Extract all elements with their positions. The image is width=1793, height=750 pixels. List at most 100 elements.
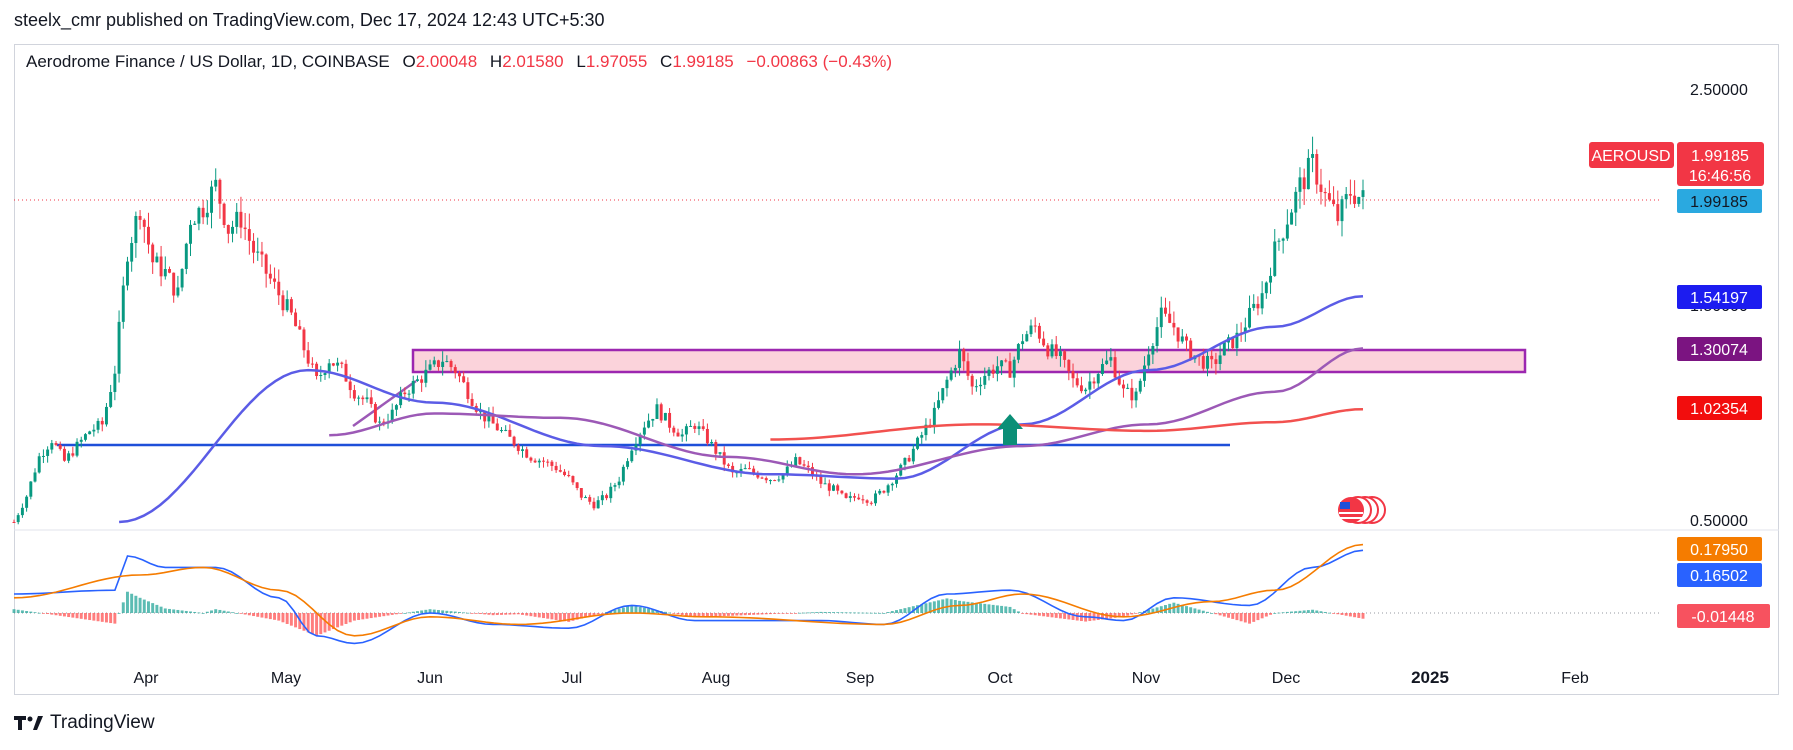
- candle-body: [424, 369, 428, 383]
- macd-hist-bar: [33, 612, 37, 614]
- macd-hist-bar: [369, 613, 373, 619]
- candle-body: [121, 285, 125, 322]
- macd-hist-bar: [516, 613, 520, 615]
- macd-hist-bar: [487, 613, 491, 615]
- time-tick-may: May: [271, 670, 301, 687]
- candle-body: [369, 397, 373, 404]
- macd-hist-bar: [319, 613, 323, 635]
- macd-hist-bar: [785, 613, 789, 614]
- candle-body: [256, 251, 260, 253]
- candle-body: [1054, 344, 1058, 357]
- macd-hist-bar: [798, 612, 802, 614]
- candle-body: [117, 321, 121, 374]
- buy-arrow-icon[interactable]: [997, 414, 1023, 445]
- candle-body: [205, 212, 209, 218]
- candle-body: [1067, 359, 1071, 372]
- last-price-text: 1.99185: [1691, 148, 1749, 165]
- candle-body: [605, 495, 609, 499]
- macd-line-text: 0.16502: [1690, 568, 1748, 585]
- candle-body: [869, 502, 873, 504]
- trend-line[interactable]: [352, 379, 417, 428]
- candle-body: [1201, 356, 1205, 369]
- macd-hist-bar: [979, 603, 983, 613]
- macd-hist-bar: [853, 612, 856, 614]
- ohlc-legend: Aerodrome Finance / US Dollar, 1D, COINB…: [26, 52, 892, 72]
- macd-hist-bar: [142, 599, 146, 613]
- signal-line: [13, 543, 1364, 637]
- candle-body: [1134, 391, 1138, 401]
- macd-hist-bar: [1176, 603, 1180, 613]
- candle-body: [714, 442, 718, 454]
- macd-hist-bar: [1096, 613, 1100, 620]
- candle-body: [773, 480, 777, 482]
- macd-hist-bar: [874, 612, 877, 614]
- open-label: O: [402, 52, 416, 71]
- macd-hist-bar: [285, 613, 289, 624]
- candle-body: [1117, 377, 1121, 385]
- candle-body: [1306, 157, 1310, 190]
- candle-body: [294, 312, 298, 327]
- candle-body: [310, 363, 314, 365]
- macd-hist-bar: [600, 613, 604, 614]
- macd-hist-bar: [588, 613, 592, 617]
- candle-body: [756, 473, 760, 478]
- time-tick-sep: Sep: [846, 670, 875, 687]
- macd-hist-bar: [239, 613, 243, 614]
- ticker-badge: AEROUSD: [1589, 142, 1674, 168]
- candle-body: [491, 414, 495, 424]
- candle-body: [1340, 199, 1344, 222]
- candle-body: [1222, 342, 1226, 356]
- symbol-title[interactable]: Aerodrome Finance / US Dollar, 1D, COINB…: [26, 52, 390, 71]
- candle-body: [1142, 365, 1146, 381]
- macd-hist-bar: [1218, 613, 1222, 616]
- macd-hist-bar: [121, 602, 125, 613]
- candle-body: [794, 457, 798, 466]
- candle-body: [71, 453, 75, 456]
- price-tick-bottom: 0.50000: [1690, 513, 1748, 530]
- macd-hist-bar: [752, 613, 756, 615]
- us-flag-icon[interactable]: [1338, 496, 1386, 524]
- macd-hist-bar: [495, 613, 499, 616]
- candle-body: [1012, 359, 1016, 378]
- macd-hist-bar: [1021, 613, 1025, 614]
- macd-hist-bar: [1273, 613, 1277, 614]
- candle-body: [1252, 303, 1256, 308]
- candle-body: [819, 476, 823, 484]
- macd-hist-bar: [428, 609, 432, 613]
- macd-hist-bar: [50, 613, 54, 615]
- high-label: H: [489, 52, 503, 71]
- candle-body: [1361, 190, 1365, 197]
- candle-body: [340, 362, 344, 364]
- macd-hist-bar: [96, 613, 100, 622]
- macd-hist-bar: [88, 613, 92, 621]
- candle-body: [96, 420, 100, 430]
- macd-hist-bar: [29, 611, 33, 613]
- candle-body: [130, 243, 134, 262]
- candle-body: [348, 381, 352, 391]
- macd-hist-bar: [197, 612, 201, 614]
- candle-body: [600, 495, 604, 501]
- macd-hist-bar: [1290, 611, 1294, 613]
- macd-hist-bar: [1113, 613, 1117, 618]
- tradingview-brand[interactable]: TradingView: [14, 712, 155, 734]
- macd-hist-bar: [974, 602, 978, 613]
- macd-hist-bar: [932, 601, 936, 613]
- candle-body: [1348, 194, 1352, 196]
- macd-hist-bar: [1214, 613, 1218, 615]
- macd-hist-bar: [1189, 607, 1193, 613]
- candle-body: [83, 434, 87, 440]
- macd-hist-bar: [62, 613, 66, 617]
- macd-hist-bar: [470, 613, 474, 614]
- candle-body: [1264, 282, 1268, 294]
- candle-body: [958, 349, 962, 368]
- last-price-badge: 1.99185 16:46:56: [1677, 142, 1764, 186]
- macd-hist-bar: [352, 613, 356, 621]
- candle-body: [1344, 194, 1348, 200]
- candle-body: [1357, 196, 1361, 204]
- macd-hist-bar: [886, 612, 890, 613]
- macd-hist-bar: [815, 612, 819, 613]
- candle-body: [399, 392, 403, 406]
- macd-hist-bar: [504, 613, 508, 615]
- candle-body: [273, 278, 277, 282]
